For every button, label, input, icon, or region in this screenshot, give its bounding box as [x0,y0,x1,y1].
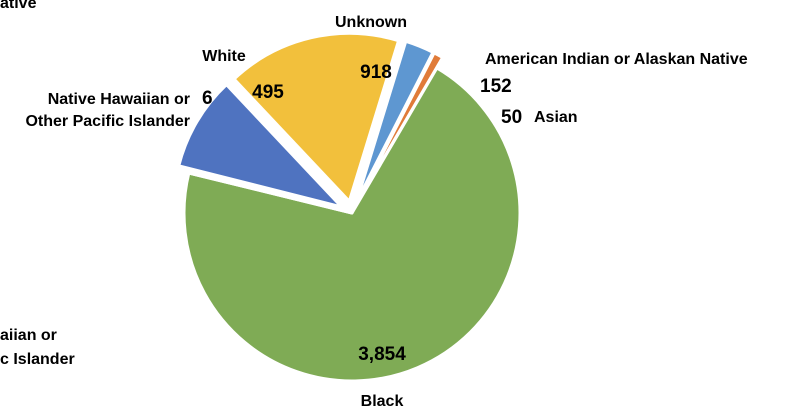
slice-label-asian: Asian [534,109,578,126]
clipped-label-bottom-2: c Islander [0,351,75,368]
pie-slice-black [182,66,522,383]
value-label-unknown: 918 [360,62,392,83]
slice-label-american-indian: American Indian or Alaskan Native [485,51,748,68]
pie-slice-unknown [232,31,401,203]
slice-label-unknown: Unknown [335,14,407,31]
value-label-black: 3,854 [358,344,406,365]
value-label-native-hawaiian: 6 [202,88,213,109]
pie-slices [177,31,522,383]
value-label-asian: 50 [501,107,522,128]
slice-label-native-hawaiian-2: Other Pacific Islander [25,113,190,130]
slice-label-white: White [202,48,246,65]
slice-label-native-hawaiian-1: Native Hawaiian or [48,91,190,108]
slice-label-black: Black [361,393,404,409]
pie-slice-native-hawaiian [187,170,354,215]
clipped-label-bottom-1: aiian or [0,327,57,344]
clipped-label-top: ative [0,0,37,12]
pie-slice-white [177,83,344,209]
value-label-american-indian: 152 [480,76,512,97]
value-label-white: 495 [252,82,284,103]
